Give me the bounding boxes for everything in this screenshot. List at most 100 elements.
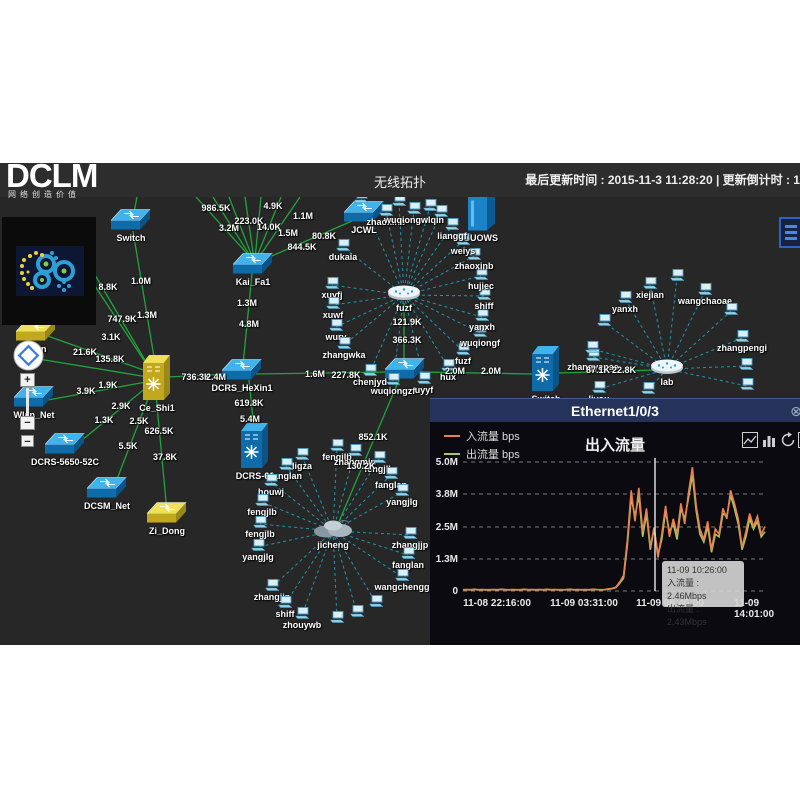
node-label: wuqiongzf [370, 386, 416, 396]
pan-down-icon [23, 359, 34, 367]
router-icon [532, 345, 560, 397]
legend-in-label: 入流量 bps [466, 431, 520, 443]
update-status: 最后更新时间 : 2015-11-3 11:28:20 | 更新倒计时 : 11 [525, 173, 800, 187]
line-chart-icon[interactable] [742, 432, 758, 448]
laptop-icon [669, 268, 685, 286]
laptop-icon [723, 302, 739, 320]
spoke-link [647, 368, 668, 391]
spoke-link [649, 284, 668, 370]
pan-control[interactable] [13, 340, 44, 371]
traffic-panel-titlebar[interactable]: Ethernet1/0/3 ⊗ [430, 398, 800, 423]
node-label: xuwf [322, 310, 344, 320]
laptop-icon [697, 282, 713, 300]
app-logo-slogan: 网络创造价值 [8, 190, 80, 199]
link-label: 736.3K [181, 372, 211, 382]
node-label: yanxh [611, 304, 639, 314]
bar-chart-icon[interactable] [761, 432, 777, 448]
node-label: fengjlb [364, 464, 394, 474]
link-label: 5.5K [118, 441, 138, 451]
link-label: 1.3M [236, 298, 258, 308]
minimap-panel[interactable] [2, 217, 96, 325]
node-label: xuyfj [321, 290, 343, 300]
y-axis-tick: 2.5M [435, 522, 458, 533]
zoom-out-button[interactable]: − [20, 416, 35, 430]
node-label: hujiec [467, 281, 495, 291]
spoke-link [666, 290, 706, 370]
node-label: fengjlb [247, 507, 277, 517]
laptop-icon [394, 568, 410, 586]
chart-tooltip: 11-09 10:26:00 入流量 : 2.46Mbps 出流量 : 2.43… [662, 561, 744, 627]
y-axis-tick: 0 [452, 586, 458, 597]
spoke-link [385, 211, 405, 296]
node-label: shiff [474, 301, 494, 311]
node-label: weiys [450, 246, 476, 256]
laptop-icon [347, 443, 363, 461]
trunk-link [155, 394, 168, 513]
switch-icon [86, 477, 127, 504]
spoke-link [332, 446, 338, 532]
laptop-icon [400, 546, 416, 564]
legend-out-marker [444, 453, 460, 455]
link-label: 4.9K [263, 201, 283, 211]
link-label: 1.1M [292, 211, 314, 221]
laptop-icon [394, 483, 410, 501]
node-label: wangchengg [374, 582, 430, 592]
link-label: 223.0K [234, 216, 264, 226]
trunk-link [75, 386, 148, 446]
laptop-icon [371, 450, 387, 468]
laptop-icon [335, 238, 351, 256]
trunk-link [228, 197, 254, 260]
node-label: uyyf [414, 385, 434, 395]
trunk-link [212, 197, 253, 260]
save-icon[interactable] [798, 432, 800, 448]
link-label: 2.5K [129, 416, 149, 426]
trunk-link [558, 369, 656, 374]
link-label: 2.0M [480, 366, 502, 376]
menu-button[interactable] [779, 217, 800, 248]
spoke-link [332, 530, 377, 604]
switch-icon [146, 502, 187, 529]
spoke-link [301, 455, 334, 532]
laptop-icon [328, 318, 344, 336]
node-label: Zi_Dong [149, 526, 185, 536]
laptop-icon [402, 526, 418, 544]
node-label: wuqiongwlqin [384, 215, 444, 225]
close-icon[interactable]: ⊗ [790, 403, 800, 419]
trunk-link [337, 379, 400, 525]
zoom-slider[interactable] [26, 388, 29, 417]
laptop-icon [277, 595, 293, 613]
node-label: chenjyd [352, 377, 388, 387]
app-window: DCLM 网络创造价值 无线拓扑 最后更新时间 : 2015-11-3 11:2… [0, 163, 800, 645]
link-label: 3.1K [101, 332, 121, 342]
node-label: yangjlg [242, 552, 274, 562]
laptop-icon [433, 204, 449, 222]
laptop-icon [336, 336, 352, 354]
laptop-icon [263, 473, 279, 491]
node-label: fengjlb [322, 452, 352, 462]
link-label: 1.0M [130, 276, 152, 286]
node-label: DCRS_HeXin1 [211, 383, 273, 393]
hub-icon [650, 359, 684, 380]
minimap-preview [16, 246, 84, 296]
node-label: xiejian [635, 290, 665, 300]
trunk-link [166, 373, 230, 378]
node-label: DCRS-68 [235, 471, 275, 481]
legend-in: 入流量 bps [444, 428, 520, 444]
spoke-link [285, 465, 334, 532]
node-label: zhangjjp [253, 592, 291, 602]
pan-up-icon [23, 344, 34, 352]
zoom-out-button-2[interactable]: − [21, 435, 34, 448]
laptop-icon [383, 466, 399, 484]
node-label: fanglan [391, 560, 425, 570]
refresh-icon[interactable] [780, 432, 796, 448]
laptop-icon [476, 287, 492, 305]
trunk-link [418, 371, 534, 375]
link-label: 130.2K [346, 461, 376, 471]
node-label: zhouywb [282, 620, 322, 630]
link-label: 1.6M [304, 369, 326, 379]
trunk-link [47, 381, 147, 401]
link-label: 1.9K [98, 380, 118, 390]
top-bar: DCLM 网络创造价值 无线拓扑 最后更新时间 : 2015-11-3 11:2… [0, 163, 800, 199]
node-label: jicheng [317, 540, 349, 550]
zoom-in-button[interactable]: + [20, 373, 35, 387]
